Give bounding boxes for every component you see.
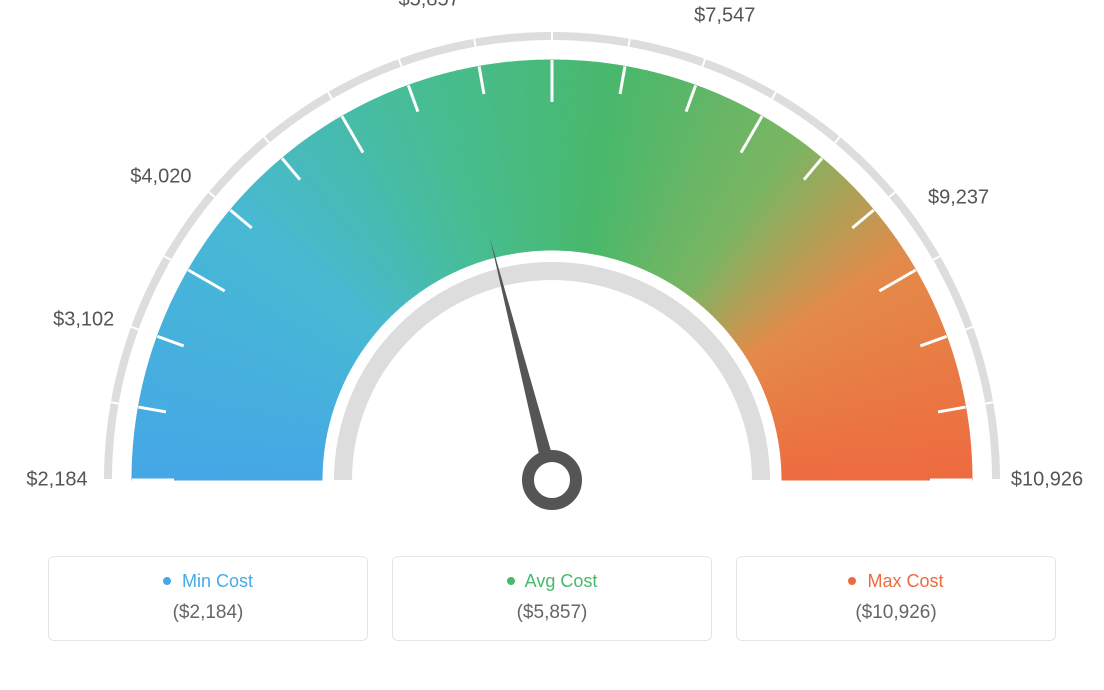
gauge-tick-label: $5,857 bbox=[399, 0, 460, 12]
gauge-tick-label: $4,020 bbox=[130, 165, 191, 188]
gauge-svg bbox=[0, 0, 1104, 560]
avg-cost-value: ($5,857) bbox=[403, 602, 701, 624]
max-cost-title: Max Cost bbox=[747, 571, 1045, 592]
max-bullet-icon bbox=[848, 577, 856, 585]
max-cost-label: Max Cost bbox=[867, 571, 943, 591]
summary-cards: Min Cost ($2,184) Avg Cost ($5,857) Max … bbox=[0, 556, 1104, 641]
avg-cost-title: Avg Cost bbox=[403, 571, 701, 592]
gauge-tick-label: $9,237 bbox=[928, 186, 989, 209]
gauge-tick-label: $7,547 bbox=[694, 5, 755, 28]
min-bullet-icon bbox=[163, 577, 171, 585]
gauge-tick-label: $10,926 bbox=[1011, 469, 1083, 492]
gauge-area: $2,184 $3,102 $4,020 $5,857 $7,547 $9,237 $10,… bbox=[0, 0, 1104, 560]
avg-bullet-icon bbox=[507, 577, 515, 585]
min-cost-label: Min Cost bbox=[182, 571, 253, 591]
min-cost-title: Min Cost bbox=[59, 571, 357, 592]
min-cost-value: ($2,184) bbox=[59, 602, 357, 624]
max-cost-card: Max Cost ($10,926) bbox=[736, 556, 1056, 641]
min-cost-card: Min Cost ($2,184) bbox=[48, 556, 368, 641]
avg-cost-card: Avg Cost ($5,857) bbox=[392, 556, 712, 641]
gauge-chart-container: $2,184 $3,102 $4,020 $5,857 $7,547 $9,237 $10,… bbox=[0, 0, 1104, 690]
max-cost-value: ($10,926) bbox=[747, 602, 1045, 624]
gauge-tick-label: $2,184 bbox=[26, 469, 87, 492]
gauge-tick-label: $3,102 bbox=[53, 308, 114, 331]
avg-cost-label: Avg Cost bbox=[525, 571, 598, 591]
